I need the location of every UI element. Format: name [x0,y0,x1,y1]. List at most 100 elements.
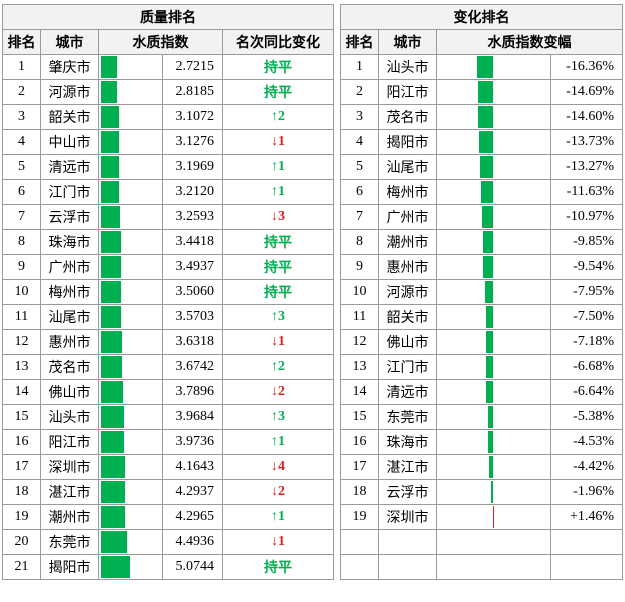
empty-cell [436,529,551,555]
empty-cell [378,529,437,555]
city: 阳江市 [40,429,99,455]
change-bar [481,181,493,203]
rank: 7 [2,204,41,230]
index-bar [101,331,122,353]
rank: 14 [2,379,41,405]
index-value: 3.5703 [162,304,223,330]
table-row: 8 珠海市 3.4418 持平 [2,229,335,255]
change-bar [487,406,493,428]
index-bar [101,531,127,553]
change-bar [488,456,493,478]
change-value: -10.97% [550,204,623,230]
rank: 7 [340,204,379,230]
index-value: 4.4936 [162,529,223,555]
bar-cell [98,229,163,255]
change-bar [485,306,493,328]
rank: 17 [340,454,379,480]
bar-cell [436,304,551,330]
rank: 4 [340,129,379,155]
bar-cell [98,79,163,105]
city: 东莞市 [40,529,99,555]
rank: 18 [2,479,41,505]
change-bar [493,506,495,528]
bar-cell [436,179,551,205]
bar-cell [98,329,163,355]
city: 茂名市 [40,354,99,380]
change-table: 变化排名 排名 城市 水质指数变幅 1 汕头市 -16.36% 2 阳江市 -14.69% 3 茂… [340,4,623,580]
city: 肇庆市 [40,54,99,80]
table-row: 12 惠州市 3.6318 ↓1 [2,329,335,355]
table-row: 13 茂名市 3.6742 ↑2 [2,354,335,380]
index-value: 3.4937 [162,254,223,280]
rank: 2 [340,79,379,105]
bar-cell [98,104,163,130]
table-row: 2 河源市 2.8185 持平 [2,79,335,105]
bar-cell [98,54,163,80]
change-value: -13.27% [550,154,623,180]
table-row: 2 阳江市 -14.69% [340,79,623,105]
table-row: 7 广州市 -10.97% [340,204,623,230]
rank-change: ↓1 [221,329,335,355]
rank-change: 持平 [221,229,335,255]
index-bar [101,306,122,328]
rank: 16 [2,429,41,455]
index-value: 3.6318 [162,329,223,355]
city: 汕尾市 [40,304,99,330]
city: 河源市 [40,79,99,105]
rank: 20 [2,529,41,555]
city: 河源市 [378,279,437,305]
change-value: -6.64% [550,379,623,405]
col-header: 排名 [340,29,379,55]
index-value: 3.9684 [162,404,223,430]
bar-cell [98,179,163,205]
index-bar [101,156,120,178]
table-row: 5 清远市 3.1969 ↑1 [2,154,335,180]
change-bar [491,481,493,503]
index-bar [101,81,118,103]
table-row: 10 河源市 -7.95% [340,279,623,305]
table-row: 18 云浮市 -1.96% [340,479,623,505]
col-header: 水质指数变幅 [436,29,623,55]
city: 揭阳市 [378,129,437,155]
rank: 17 [2,454,41,480]
rank-change: 持平 [221,79,335,105]
city: 韶关市 [40,104,99,130]
index-value: 3.7896 [162,379,223,405]
city: 汕尾市 [378,154,437,180]
index-bar [101,356,122,378]
empty-cell [378,554,437,580]
change-bar [479,156,493,178]
change-value: -7.18% [550,329,623,355]
city: 揭阳市 [40,554,99,580]
rank-change: ↑1 [221,179,335,205]
table-row: 3 韶关市 3.1072 ↑2 [2,104,335,130]
col-header: 城市 [378,29,437,55]
quality-table: 质量排名 排名 城市 水质指数 名次同比变化 1 肇庆市 2.7215 持平 2 河源市 2.81… [1,4,335,580]
rank-change: ↓3 [221,204,335,230]
bar-cell [436,279,551,305]
bar-cell [436,454,551,480]
table-row: 14 清远市 -6.64% [340,379,623,405]
bar-cell [436,204,551,230]
empty-row [340,529,623,555]
rank: 9 [2,254,41,280]
city: 清远市 [378,379,437,405]
rank: 12 [340,329,379,355]
index-bar [101,381,123,403]
rank-change: ↓1 [221,129,335,155]
col-header: 城市 [40,29,99,55]
col-header: 名次同比变化 [221,29,335,55]
change-value: -14.60% [550,104,623,130]
city: 深圳市 [378,504,437,530]
bar-cell [98,279,163,305]
rank-change: ↑1 [221,154,335,180]
table-row: 8 潮州市 -9.85% [340,229,623,255]
rank: 14 [340,379,379,405]
rank: 10 [2,279,41,305]
index-bar [101,256,121,278]
table-row: 14 佛山市 3.7896 ↓2 [2,379,335,405]
bar-cell [436,504,551,530]
index-value: 2.7215 [162,54,223,80]
city: 惠州市 [378,254,437,280]
